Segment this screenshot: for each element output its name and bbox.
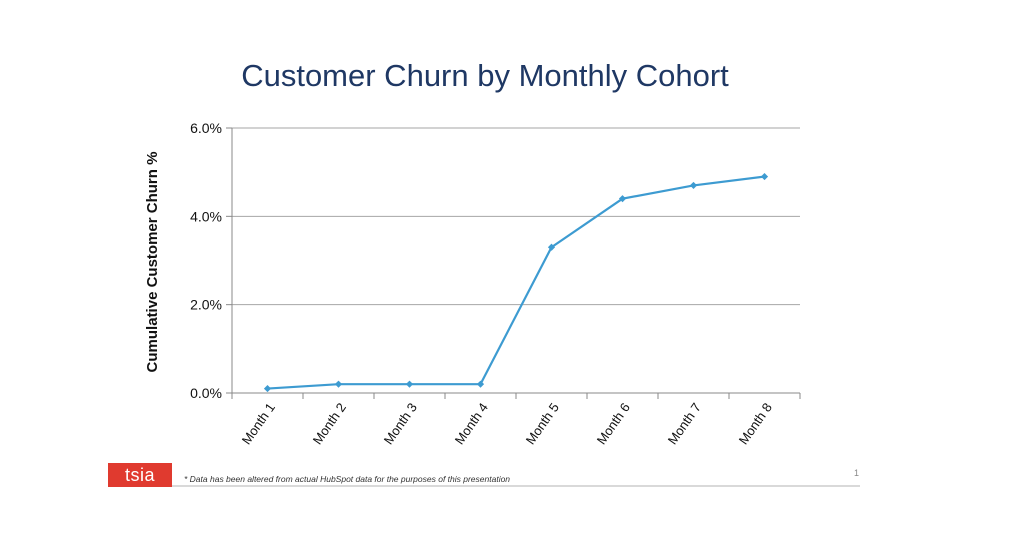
axes [231, 128, 801, 399]
y-tick-label: 4.0% [190, 208, 222, 224]
data-point [689, 181, 698, 190]
x-tick-label: Month 7 [665, 400, 704, 447]
series-lines [267, 175, 765, 390]
data-point [405, 380, 414, 388]
data-point [263, 384, 272, 393]
data-point [760, 172, 769, 181]
data-point [618, 195, 627, 203]
y-tick-label: 2.0% [190, 297, 222, 313]
x-tick-label: Month 4 [452, 400, 491, 447]
y-axis-label: Cumulative Customer Churn % [144, 152, 161, 373]
footer-divider [108, 485, 860, 487]
x-tick-label: Month 5 [523, 400, 562, 447]
tsia-logo: tsia [108, 463, 172, 487]
y-tick-label: 6.0% [190, 120, 222, 136]
data-point [476, 380, 485, 388]
data-point [547, 243, 556, 251]
y-tick-labels: 0.0% 2.0% 4.0% 6.0% [190, 120, 222, 401]
x-tick-label: Month 3 [381, 400, 420, 447]
x-tick-label: Month 1 [239, 400, 278, 447]
chart-title: Customer Churn by Monthly Cohort [241, 58, 729, 93]
footnote: * Data has been altered from actual HubS… [184, 474, 511, 484]
page-number: 1 [854, 468, 860, 478]
x-tick-label: Month 6 [594, 400, 633, 447]
x-tick-label: Month 8 [736, 400, 775, 447]
series-points [263, 172, 769, 393]
y-tick-label: 0.0% [190, 385, 222, 401]
x-tick-labels: Month 1 Month 2 Month 3 Month 4 Month 5 Month… [239, 400, 775, 447]
series-line [267, 175, 765, 390]
gridlines [226, 127, 800, 394]
data-point [334, 380, 343, 388]
x-tick-label: Month 2 [310, 400, 349, 447]
